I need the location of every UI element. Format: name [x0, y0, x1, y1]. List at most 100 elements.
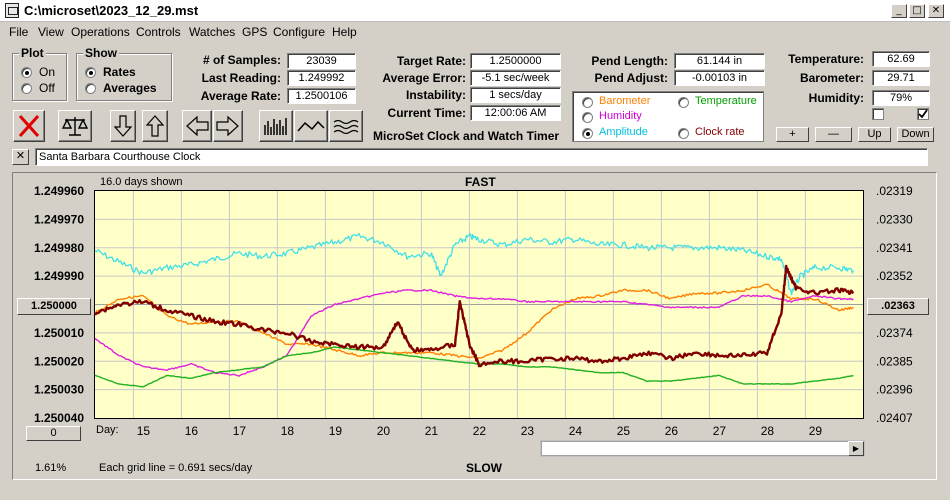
- series-humidity-radio[interactable]: [582, 112, 593, 123]
- wavy-lines-button[interactable]: [329, 110, 363, 142]
- option-checkbox-2[interactable]: [917, 108, 929, 120]
- minus-button[interactable]: —: [815, 127, 852, 142]
- menu-watches[interactable]: Watches: [189, 25, 236, 39]
- barometer-field: 29.71: [872, 70, 930, 86]
- balance-icon: [61, 117, 89, 136]
- menu-gps[interactable]: GPS: [242, 25, 268, 39]
- percent-label: 1.61%: [35, 462, 67, 474]
- y-right-tick-label: .02330: [876, 212, 913, 226]
- plot-group-title: Plot: [19, 46, 46, 60]
- y-right-tick-label: .02341: [876, 241, 913, 255]
- y-left-tick-label: 1.250040: [34, 411, 84, 425]
- show-averages-label: Averages: [103, 81, 157, 95]
- delete-button[interactable]: [13, 110, 45, 142]
- show-group: Show Rates Averages: [76, 46, 172, 101]
- y-left-tick-label: 1.249990: [34, 269, 84, 283]
- y-right-tick-label: .02374: [876, 326, 913, 340]
- bar-chart-button[interactable]: [259, 110, 293, 142]
- scrollbar-thumb[interactable]: [541, 441, 849, 456]
- y-right-tick-label: .02319: [876, 184, 913, 198]
- x-tick-label: 20: [377, 424, 391, 438]
- clock-description-field[interactable]: Santa Barbara Courthouse Clock: [35, 148, 928, 166]
- center-rate-button[interactable]: 1.250000: [17, 298, 91, 315]
- temperature-field: 62.69: [872, 51, 930, 67]
- pend-length-label: Pend Length:: [591, 54, 668, 68]
- wave-button[interactable]: [294, 110, 328, 142]
- target-rate-label: Target Rate:: [396, 54, 466, 68]
- day-axis-label: Day:: [96, 424, 119, 436]
- y-right-tick-label: .02396: [876, 383, 913, 397]
- grid-note-label: Each grid line = 0.691 secs/day: [99, 462, 253, 474]
- series-temperature-label: Temperature: [695, 95, 757, 107]
- y-right-tick-label: .02407: [876, 411, 913, 425]
- scroll-right-button[interactable]: ▶: [848, 441, 864, 456]
- y-right-tick-label: .02352: [876, 269, 913, 283]
- scroll-value-button[interactable]: 0: [26, 426, 81, 441]
- series-amplitude-radio[interactable]: [582, 128, 593, 139]
- slow-label: SLOW: [466, 461, 502, 475]
- samples-field: 23039: [287, 53, 356, 69]
- plot-panel: [12, 172, 937, 480]
- menu-configure[interactable]: Configure: [273, 25, 326, 39]
- menu-operations[interactable]: Operations: [71, 25, 130, 39]
- series-temperature-radio[interactable]: [678, 97, 689, 108]
- average-error-field: -5.1 sec/week: [470, 70, 561, 86]
- arrow-down-button[interactable]: [110, 110, 136, 142]
- center-amplitude-button[interactable]: .02363: [867, 298, 929, 315]
- series-barometer-radio[interactable]: [582, 97, 593, 108]
- maximize-button[interactable]: □: [909, 4, 925, 18]
- option-checkbox-1[interactable]: [872, 108, 884, 120]
- x-tick-label: 22: [473, 424, 487, 438]
- delete-icon: [18, 114, 40, 138]
- series-amplitude-label: Amplitude: [599, 126, 648, 138]
- arrow-left-button[interactable]: [182, 110, 212, 142]
- balance-button[interactable]: [58, 110, 92, 142]
- last-reading-label: Last Reading:: [201, 71, 281, 85]
- y-left-tick-label: 1.249960: [34, 184, 84, 198]
- series-clock-rate-radio[interactable]: [678, 128, 689, 139]
- current-time-label: Current Time:: [387, 106, 466, 120]
- plus-button[interactable]: +: [776, 127, 809, 142]
- arrow-left-icon: [186, 115, 209, 137]
- series-barometer-label: Barometer: [599, 95, 651, 107]
- pend-length-field[interactable]: 61.144 in: [674, 53, 765, 69]
- menu-controls[interactable]: Controls: [136, 25, 181, 39]
- y-left-tick-label: 1.250030: [34, 383, 84, 397]
- minimize-button[interactable]: _: [891, 4, 907, 18]
- x-tick-label: 18: [281, 424, 295, 438]
- show-averages-radio[interactable]: [85, 83, 96, 94]
- up-button[interactable]: Up: [858, 127, 891, 142]
- plot-on-radio[interactable]: [21, 67, 32, 78]
- arrow-right-icon: [216, 115, 239, 137]
- menu-help[interactable]: Help: [332, 25, 357, 39]
- plot-off-label: Off: [39, 81, 55, 95]
- plot-off-radio[interactable]: [21, 83, 32, 94]
- target-rate-field[interactable]: 1.2500000: [470, 53, 561, 69]
- y-left-tick-label: 1.249980: [34, 241, 84, 255]
- menu-view[interactable]: View: [38, 25, 64, 39]
- y-left-tick-label: 1.250020: [34, 354, 84, 368]
- horizontal-scrollbar[interactable]: ▶: [540, 440, 865, 457]
- series-line-humidity: [94, 288, 854, 377]
- arrow-right-button[interactable]: [213, 110, 243, 142]
- x-tick-label: 24: [569, 424, 583, 438]
- close-window-button[interactable]: ✕: [928, 4, 944, 18]
- series-line-clock-rate: [94, 264, 855, 368]
- average-rate-field: 1.2500106: [287, 88, 356, 104]
- close-icon: ✕: [15, 150, 26, 162]
- show-group-title: Show: [83, 46, 119, 60]
- instability-field: 1 secs/day: [470, 87, 561, 103]
- clear-description-button[interactable]: ✕: [12, 149, 29, 165]
- arrow-up-icon: [145, 115, 165, 137]
- pend-adjust-label: Pend Adjust:: [594, 71, 668, 85]
- x-tick-label: 21: [425, 424, 439, 438]
- pend-adjust-field[interactable]: -0.00103 in: [674, 70, 765, 86]
- down-button[interactable]: Down: [897, 127, 934, 142]
- arrow-up-button[interactable]: [142, 110, 168, 142]
- x-tick-label: 25: [617, 424, 631, 438]
- x-tick-label: 16: [185, 424, 199, 438]
- humidity-label: Humidity:: [808, 91, 864, 105]
- show-rates-radio[interactable]: [85, 67, 96, 78]
- triangle-right-icon: ▶: [852, 444, 860, 453]
- menu-file[interactable]: File: [9, 25, 29, 39]
